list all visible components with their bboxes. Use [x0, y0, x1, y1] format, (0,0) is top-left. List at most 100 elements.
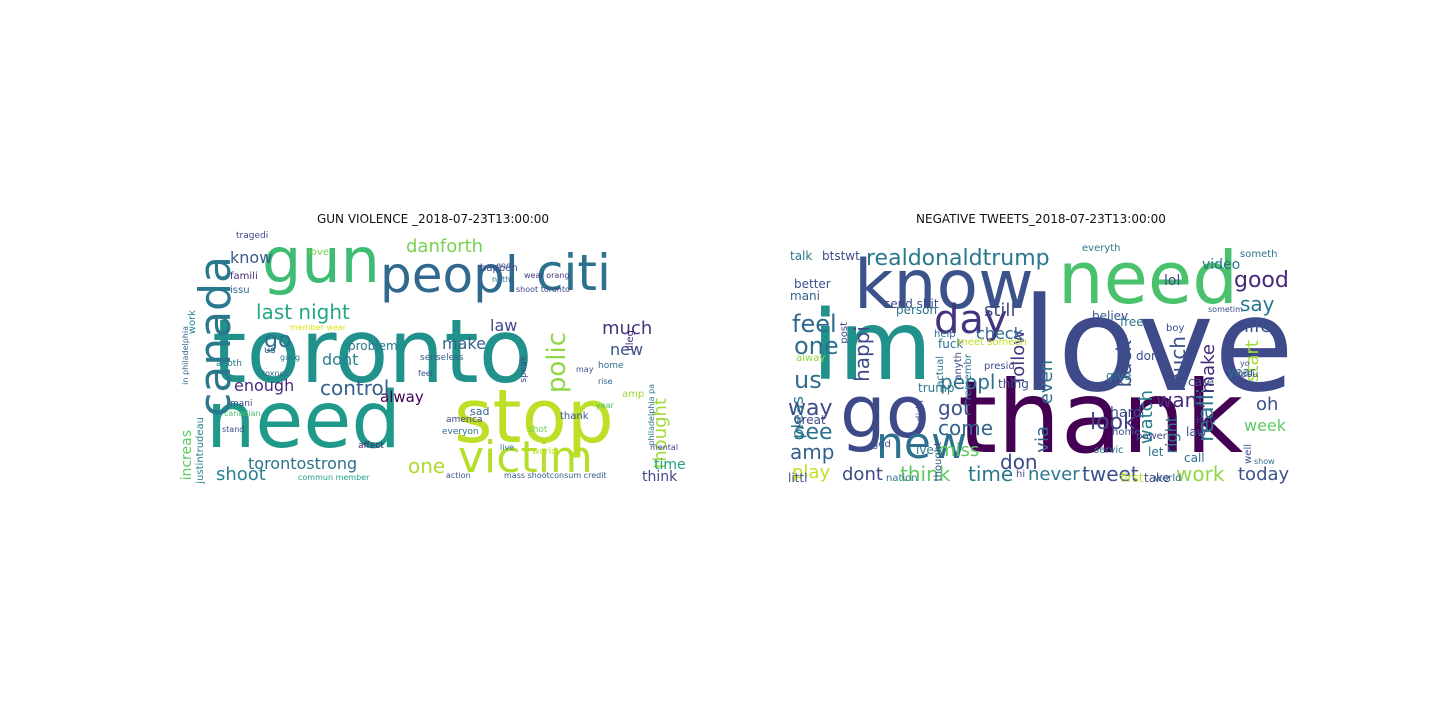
word: may [576, 365, 594, 374]
word: work [1176, 462, 1225, 484]
word: love [308, 247, 329, 258]
word: come [938, 416, 994, 440]
word: home [1112, 427, 1141, 438]
word: feel [792, 310, 837, 338]
word: dont [322, 350, 359, 369]
word: never [1028, 464, 1080, 484]
word: meet someon [958, 337, 1027, 348]
word: lol [1164, 273, 1181, 289]
word: life [1244, 316, 1272, 337]
word: time [968, 462, 1014, 484]
word: philadelphia pa [647, 384, 656, 446]
word: end [496, 261, 512, 270]
word: fuck [938, 337, 964, 351]
word: gang [280, 353, 301, 362]
word: btstwt [822, 249, 860, 263]
word: happen [480, 263, 518, 274]
word: wear orang [524, 271, 570, 280]
word: amp [622, 389, 645, 400]
word: help [934, 329, 956, 340]
word: world [1154, 473, 1182, 484]
word: speak [519, 356, 529, 383]
word: play [792, 462, 831, 483]
word: miss [938, 440, 980, 461]
word: happi [850, 326, 874, 382]
word: post [839, 322, 850, 344]
word: alway [796, 353, 826, 364]
word: mani [790, 289, 820, 303]
word: let [1148, 445, 1164, 459]
word: shoot [216, 464, 266, 484]
word: hard [1110, 405, 1142, 421]
word: problem [348, 339, 398, 353]
word: noth [492, 275, 511, 284]
word: new [876, 418, 967, 469]
word: increas [180, 430, 195, 481]
word: video [1202, 257, 1241, 273]
word: ive [916, 443, 934, 457]
word: need [1058, 236, 1238, 320]
word: law [490, 316, 518, 335]
word: servic [1094, 445, 1124, 456]
word: sad [470, 405, 490, 418]
word: think [900, 462, 951, 484]
word: free [1120, 315, 1144, 329]
word: boy [1166, 323, 1185, 334]
word: dont [842, 464, 883, 484]
word: toxnes [262, 369, 289, 378]
word: live [500, 443, 515, 452]
word: talk [790, 249, 813, 263]
word: great [794, 413, 826, 427]
word: toronto [212, 300, 533, 403]
word: make [442, 334, 486, 353]
word: yo [1240, 359, 1250, 368]
word: one [794, 332, 839, 360]
word: jesu [1238, 369, 1259, 380]
wordcloud: love thank im know need go new day realdonaldtru… [788, 230, 1294, 484]
word: go [264, 328, 292, 353]
word: tragedi [236, 231, 269, 241]
word: us [794, 366, 822, 394]
word: law [1186, 425, 1207, 439]
word: gun [262, 230, 380, 297]
word: trump [918, 381, 955, 395]
word: didn [915, 400, 926, 422]
word: see [794, 420, 833, 445]
wordcloud: toronto need stop peopl gun citi victim canada l… [180, 230, 686, 484]
word: much [1166, 336, 1190, 392]
word: thought [933, 442, 944, 482]
word: better [794, 277, 831, 291]
wordcloud-panel-negative-tweets: NEGATIVE TWEETS_2018-07-23T13:00:00 love… [788, 212, 1294, 484]
word: got [938, 396, 971, 420]
word: issu [1196, 415, 1216, 426]
word: realdonaldtrump [866, 246, 1050, 271]
word: alway [380, 388, 424, 406]
word: sometim [1208, 305, 1243, 314]
word: peopl [380, 246, 519, 304]
word: show [1254, 457, 1275, 466]
word: everyth [1082, 243, 1121, 254]
word: go [840, 370, 930, 454]
word: rise [598, 377, 613, 386]
word: call [1184, 451, 1205, 465]
word: thank [560, 411, 589, 422]
word: justintrudeau [195, 417, 206, 484]
word: say [1240, 292, 1275, 316]
word: way [788, 396, 833, 421]
word: today [1238, 464, 1290, 484]
word: year [1228, 365, 1255, 379]
word: danforth [406, 236, 484, 257]
word: need [206, 376, 401, 466]
word: presid [984, 361, 1015, 372]
word: member wear [290, 323, 346, 332]
word: anoth [216, 359, 242, 369]
word: via [1032, 426, 1053, 453]
word: world [532, 447, 557, 457]
word: feel [418, 369, 433, 378]
word: time [654, 457, 686, 473]
word: action [446, 471, 471, 480]
word: week [1244, 416, 1287, 435]
word: senseless [420, 353, 464, 363]
word: love [1021, 269, 1294, 421]
word: shot [528, 425, 548, 435]
